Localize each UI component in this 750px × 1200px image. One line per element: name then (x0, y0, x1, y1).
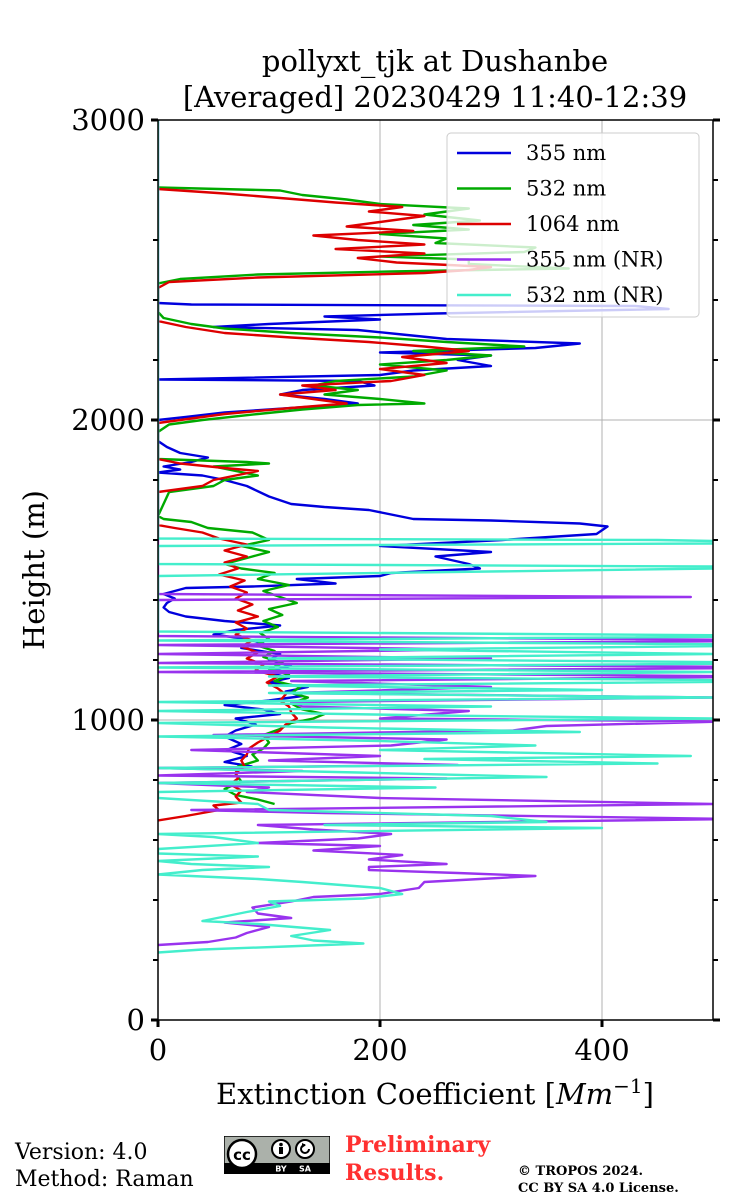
y-tick-label: 3000 (71, 103, 145, 137)
results-text: Results. (345, 1160, 445, 1186)
x-axis-label: Extinction Coefficient [Mm−1] (216, 1074, 654, 1111)
x-tick-label: 0 (149, 1033, 167, 1067)
copyright-text: © TROPOS 2024. (518, 1164, 644, 1179)
y-tick-label: 2000 (71, 403, 145, 437)
cc-letters: cc (233, 1146, 251, 1164)
y-tick-label: 1000 (71, 703, 145, 737)
legend-label: 355 nm (NR) (526, 248, 663, 272)
series-line-3 (158, 120, 713, 947)
axis-tick-labels: 0 1000 2000 3000 0 200 400 (71, 103, 629, 1067)
legend-label: 532 nm (NR) (526, 283, 663, 307)
chart-title-line2: [Averaged] 20230429 11:40-12:39 (183, 80, 687, 114)
legend-box (446, 132, 700, 318)
cc-by-sa-license-icon: cc BY SA (224, 1136, 330, 1174)
series-line-2 (158, 187, 493, 822)
by-label: BY (275, 1165, 287, 1174)
legend-label: 355 nm (526, 141, 606, 165)
series-line-0 (158, 301, 670, 768)
preliminary-text: Preliminary (345, 1132, 491, 1158)
sa-share-icon (295, 1139, 315, 1159)
x-tick-label: 400 (574, 1033, 629, 1067)
x-tick-label: 200 (352, 1033, 407, 1067)
legend-label: 532 nm (526, 177, 606, 201)
extinction-profile-chart: pollyxt_tjk at Dushanbe [Averaged] 20230… (17, 44, 720, 1111)
version-text: Version: 4.0 (15, 1140, 148, 1165)
license-text: CC BY SA 4.0 License. (518, 1181, 679, 1196)
plot-frame (157, 119, 714, 1021)
sa-label: SA (299, 1165, 312, 1174)
legend-label: 1064 nm (526, 212, 620, 236)
chart-legend: 355 nm 532 nm 1064 nm 355 nm (NR) 532 nm (NR… (446, 132, 700, 318)
method-text: Method: Raman (15, 1167, 194, 1192)
axis-ticks (151, 118, 720, 1027)
series-line-4 (158, 120, 713, 954)
y-tick-label: 0 (127, 1003, 145, 1037)
y-axis-label: Height (m) (17, 490, 51, 650)
chart-title-line1: pollyxt_tjk at Dushanbe (262, 44, 608, 79)
